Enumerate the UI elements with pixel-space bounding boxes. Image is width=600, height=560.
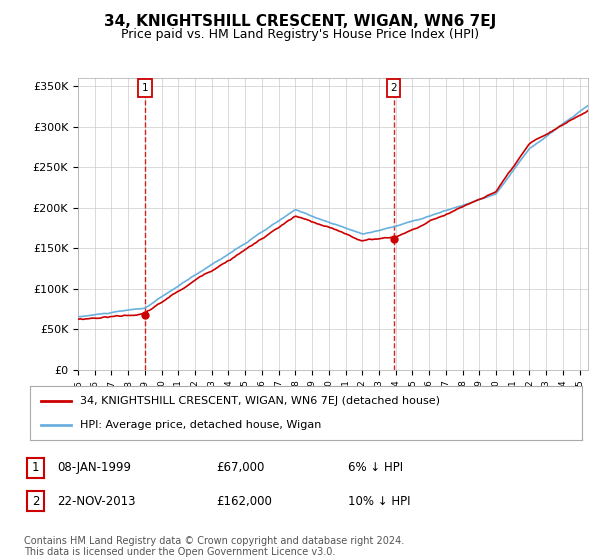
Text: 1: 1: [142, 83, 149, 93]
Text: 34, KNIGHTSHILL CRESCENT, WIGAN, WN6 7EJ: 34, KNIGHTSHILL CRESCENT, WIGAN, WN6 7EJ: [104, 14, 496, 29]
Text: 2: 2: [390, 83, 397, 93]
Text: 10% ↓ HPI: 10% ↓ HPI: [348, 494, 410, 508]
Text: 34, KNIGHTSHILL CRESCENT, WIGAN, WN6 7EJ (detached house): 34, KNIGHTSHILL CRESCENT, WIGAN, WN6 7EJ…: [80, 396, 440, 407]
Text: 1: 1: [32, 461, 39, 474]
Text: 6% ↓ HPI: 6% ↓ HPI: [348, 461, 403, 474]
Text: HPI: Average price, detached house, Wigan: HPI: Average price, detached house, Wiga…: [80, 419, 321, 430]
Text: £67,000: £67,000: [216, 461, 265, 474]
Text: 22-NOV-2013: 22-NOV-2013: [57, 494, 136, 508]
Text: Price paid vs. HM Land Registry's House Price Index (HPI): Price paid vs. HM Land Registry's House …: [121, 28, 479, 41]
Text: Contains HM Land Registry data © Crown copyright and database right 2024.
This d: Contains HM Land Registry data © Crown c…: [24, 535, 404, 557]
Text: £162,000: £162,000: [216, 494, 272, 508]
Text: 08-JAN-1999: 08-JAN-1999: [57, 461, 131, 474]
Text: 2: 2: [32, 494, 39, 508]
